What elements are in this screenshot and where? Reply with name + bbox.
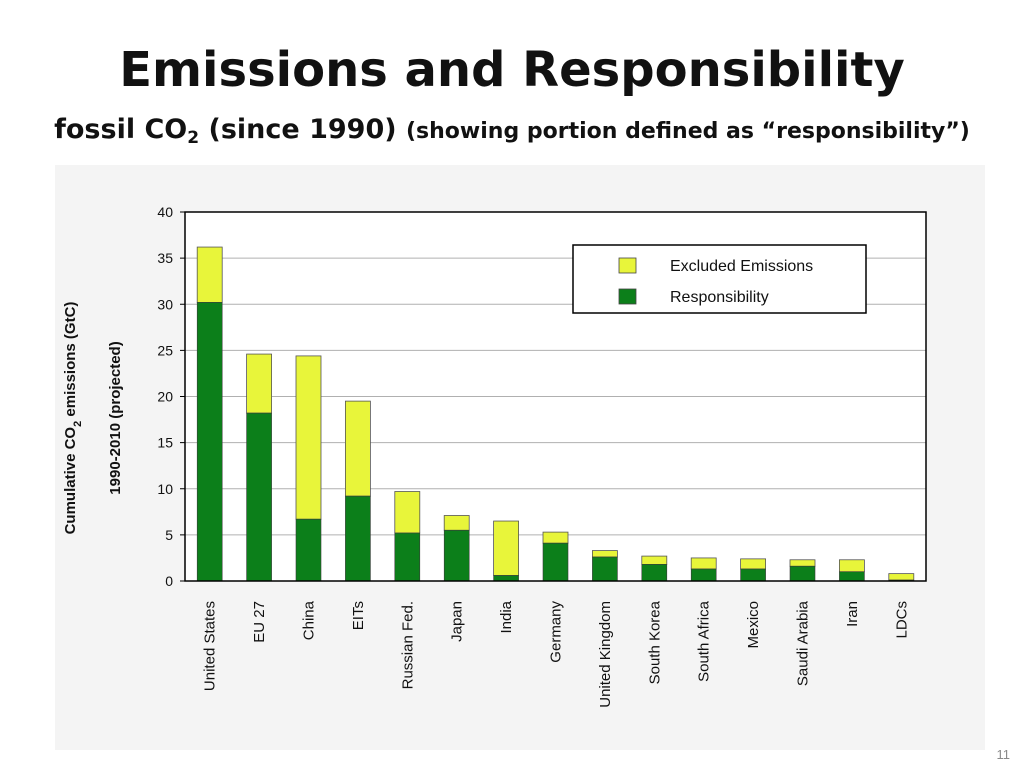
slide-subtitle: fossil CO2 (since 1990) (showing portion…: [0, 108, 1024, 160]
x-category-label: United States: [202, 601, 219, 691]
y-axis-title-part: emissions (GtC): [62, 302, 79, 421]
bar-responsibility-3: [345, 495, 371, 582]
x-category-label: South Korea: [646, 600, 663, 684]
bar-excluded-11: [740, 558, 766, 570]
subtitle-note: (showing portion defined as “responsibil…: [406, 119, 970, 144]
y-axis-title-line1: Cumulative CO2 emissions (GtC): [62, 302, 84, 535]
bar-responsibility-0: [196, 302, 223, 582]
y-tick-label: 0: [165, 573, 173, 589]
y-axis-title-subscript: 2: [72, 421, 84, 427]
legend-label: Excluded Emissions: [670, 258, 813, 275]
bar-excluded-14: [888, 573, 915, 581]
bar-excluded-9: [641, 555, 668, 565]
bar-responsibility-1: [246, 412, 272, 582]
y-axis-title-part: Cumulative CO: [62, 427, 79, 535]
y-tick-label: 35: [157, 250, 173, 266]
x-category-label: Russian Fed.: [399, 601, 416, 689]
x-category-label: Japan: [449, 601, 466, 642]
y-tick-label: 30: [157, 296, 173, 312]
x-category-label: South Africa: [696, 600, 713, 682]
x-category-label: EITs: [350, 601, 367, 630]
legend-swatch: [618, 288, 637, 305]
bar-responsibility-11: [740, 568, 766, 582]
x-category-label: Iran: [844, 601, 861, 627]
x-category-label: EU 27: [251, 601, 268, 643]
bar-excluded-4: [394, 491, 421, 534]
bar-responsibility-7: [542, 542, 569, 582]
bar-responsibility-8: [592, 556, 618, 582]
x-category-label: India: [498, 600, 515, 633]
y-tick-label: 5: [165, 527, 173, 543]
plot-frame: [184, 211, 927, 582]
bar-responsibility-9: [641, 564, 668, 582]
subtitle-main: (since 1990): [199, 114, 406, 145]
x-category-label: Germany: [548, 601, 565, 663]
bar-excluded-5: [443, 515, 470, 531]
legend-label: Responsibility: [670, 289, 769, 306]
bar-excluded-1: [246, 353, 273, 414]
bar-responsibility-13: [839, 571, 865, 582]
emissions-bar-chart: 0 5 10 15 20 25 30 35 40 United States EU 27 China E…: [62, 204, 927, 708]
bar-excluded-0: [196, 246, 223, 303]
bar-excluded-13: [839, 559, 865, 573]
bar-responsibility-6: [493, 575, 519, 582]
bar-excluded-3: [344, 400, 371, 497]
bar-excluded-8: [592, 550, 618, 558]
bar-excluded-10: [690, 557, 717, 570]
y-tick-label: 20: [157, 389, 173, 405]
y-tick-label: 40: [157, 204, 173, 220]
y-tick-label: 15: [157, 435, 173, 451]
slide-number: 11: [996, 747, 1011, 762]
y-axis-title-line2: 1990-2010 (projected): [107, 341, 124, 494]
x-category-label: Mexico: [745, 601, 762, 649]
bar-excluded-7: [542, 531, 569, 544]
bar-responsibility-12: [789, 565, 816, 582]
y-tick-label: 25: [157, 342, 173, 358]
y-tick-label: 10: [157, 481, 173, 497]
subtitle-subscript: 2: [187, 128, 200, 148]
x-category-label: United Kingdom: [597, 601, 614, 708]
bar-responsibility-5: [443, 529, 470, 582]
bar-responsibility-2: [295, 518, 322, 582]
x-category-label: LDCs: [893, 601, 910, 639]
bar-responsibility-10: [690, 568, 717, 582]
subtitle-prefix: fossil CO: [54, 114, 188, 145]
x-category-label: Saudi Arabia: [795, 600, 812, 686]
slide-title: Emissions and Responsibility: [119, 42, 905, 98]
x-category-label: China: [301, 600, 318, 640]
bar-responsibility-4: [394, 532, 421, 582]
bar-excluded-12: [789, 559, 816, 567]
bar-excluded-6: [493, 520, 520, 576]
legend-swatch: [618, 257, 637, 274]
bar-excluded-2: [295, 355, 322, 520]
